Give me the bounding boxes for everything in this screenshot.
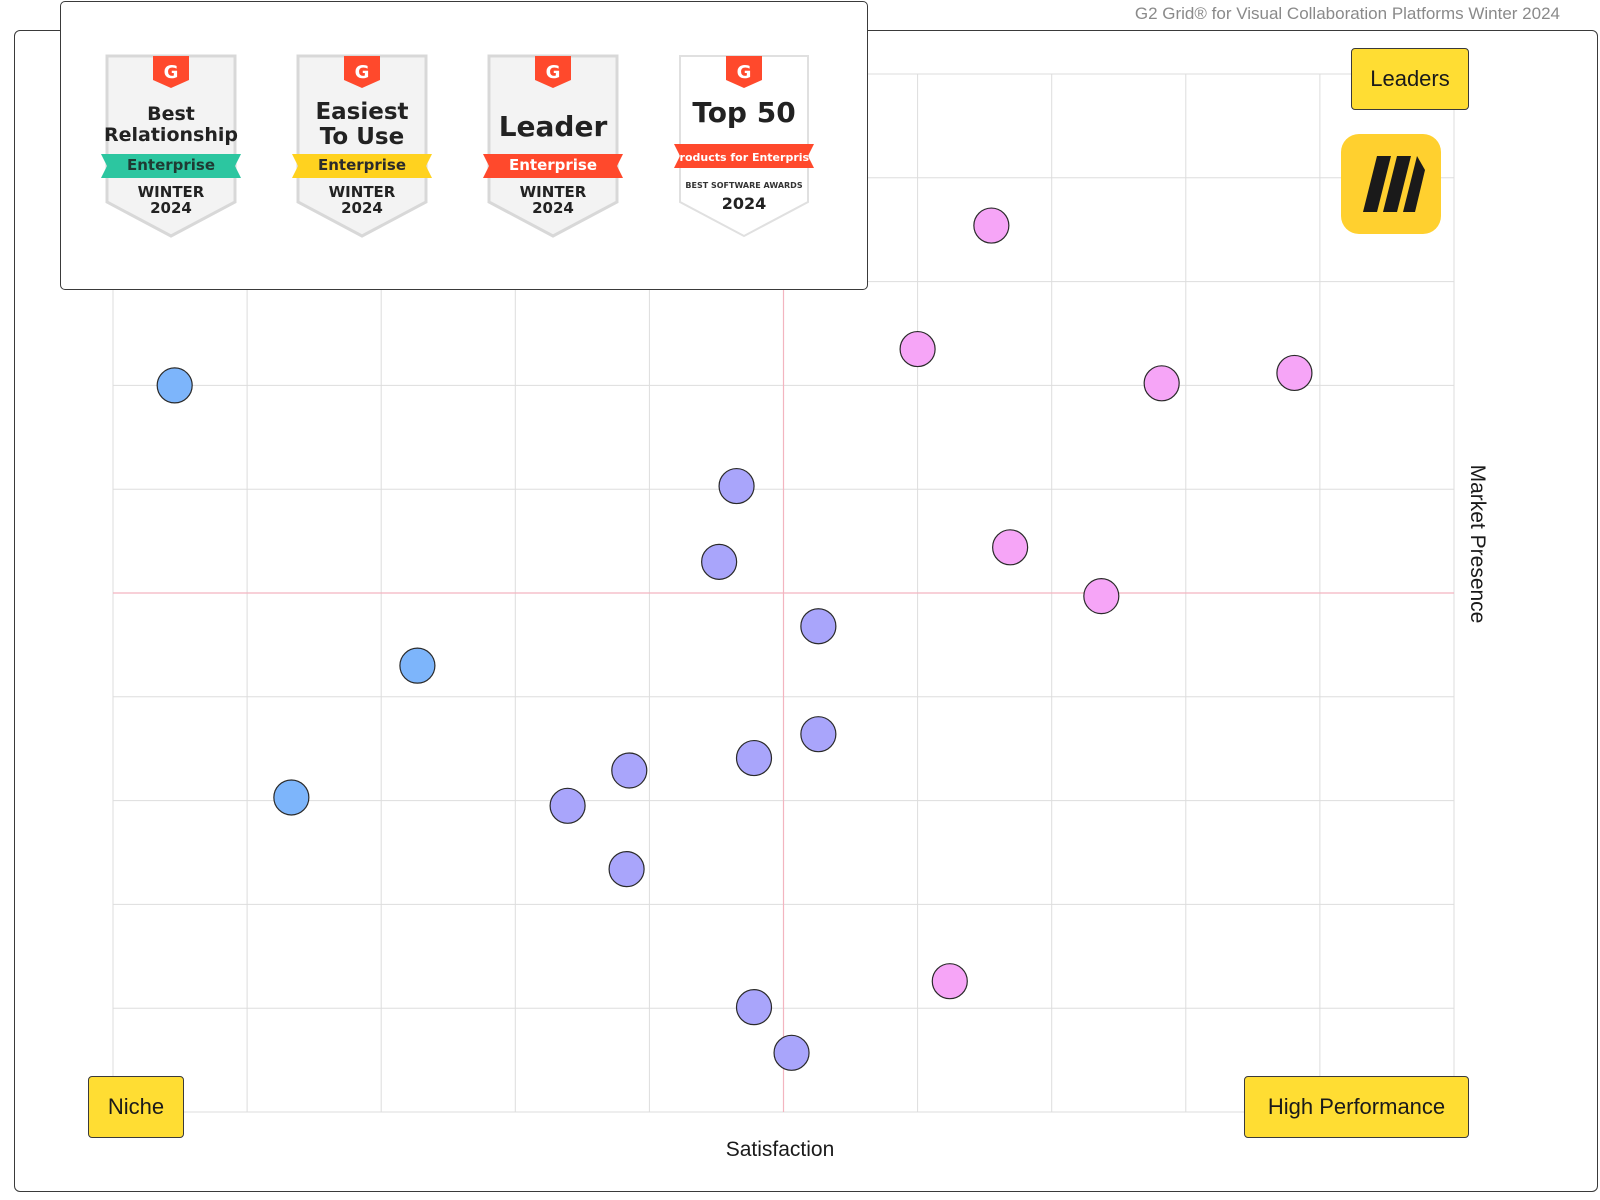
badge-title: Easiest To Use: [315, 99, 409, 150]
badge-easiest-to-use: G Easiest To Use Enterprise WINTER 2024: [288, 52, 436, 242]
badge-title: Top 50: [692, 96, 796, 129]
data-point: [973, 207, 1010, 244]
badge-shield-icon: G: [674, 55, 814, 238]
badge-top-50: G Top 50 Products for Enterprise BEST SO…: [670, 52, 818, 242]
badge-year: 2024: [721, 194, 767, 213]
badge-shield-icon: G: [292, 54, 432, 238]
data-point: [992, 529, 1029, 566]
badge-shield-icon: G: [101, 54, 241, 238]
data-point: [1276, 354, 1313, 392]
badge-shield-icon: G: [483, 54, 623, 238]
data-point: [800, 716, 837, 753]
badge-best-relationship: G Best Relationship Enterprise WINTER 2024: [97, 52, 245, 242]
svg-text:G: G: [355, 62, 370, 83]
badge-season: WINTER 2024: [519, 183, 587, 217]
svg-text:G: G: [546, 62, 561, 83]
chart-title: G2 Grid® for Visual Collaboration Platfo…: [1134, 4, 1560, 23]
badges-panel: G Best Relationship Enterprise WINTER 2024…: [60, 1, 868, 290]
data-point: [399, 647, 436, 684]
y-axis-label: Market Presence: [1466, 464, 1489, 624]
data-point: [735, 989, 773, 1026]
badge-season: WINTER 2024: [137, 183, 205, 217]
data-point: [899, 330, 936, 368]
badge-awards-label: BEST SOFTWARE AWARDS: [685, 181, 803, 190]
quadrant-label-niche: Niche: [88, 1076, 184, 1138]
data-point: [273, 779, 310, 816]
data-point: [608, 851, 645, 888]
data-point: [156, 367, 193, 404]
data-point: [800, 608, 837, 645]
data-point: [701, 543, 738, 580]
badge-ribbon-label: Enterprise: [317, 156, 407, 174]
svg-text:G: G: [737, 62, 752, 83]
data-point: [1143, 365, 1180, 402]
svg-text:G: G: [164, 62, 179, 83]
badge-title: Best Relationship: [104, 103, 238, 146]
badge-title: Leader: [498, 110, 608, 143]
data-point: [1083, 578, 1120, 615]
data-point: [735, 739, 773, 777]
x-axis-label: Satisfaction: [725, 1138, 835, 1161]
data-point: [931, 963, 968, 1000]
badge-ribbon-label: Products for Enterprise: [671, 151, 817, 164]
data-point: [773, 1034, 810, 1071]
badge-ribbon-label: Enterprise: [126, 156, 216, 174]
data-point: [611, 752, 648, 789]
badge-season: WINTER 2024: [328, 183, 396, 217]
quadrant-label-high-performance: High Performance: [1244, 1076, 1469, 1138]
quadrant-label-leaders: Leaders: [1351, 48, 1469, 110]
data-point: [549, 787, 586, 824]
data-points: [156, 207, 1313, 1071]
badge-ribbon-label: Enterprise: [508, 156, 598, 174]
data-point: [718, 467, 755, 505]
badge-leader: G Leader Enterprise WINTER 2024: [479, 52, 627, 242]
miro-logo-icon: [1341, 134, 1441, 234]
